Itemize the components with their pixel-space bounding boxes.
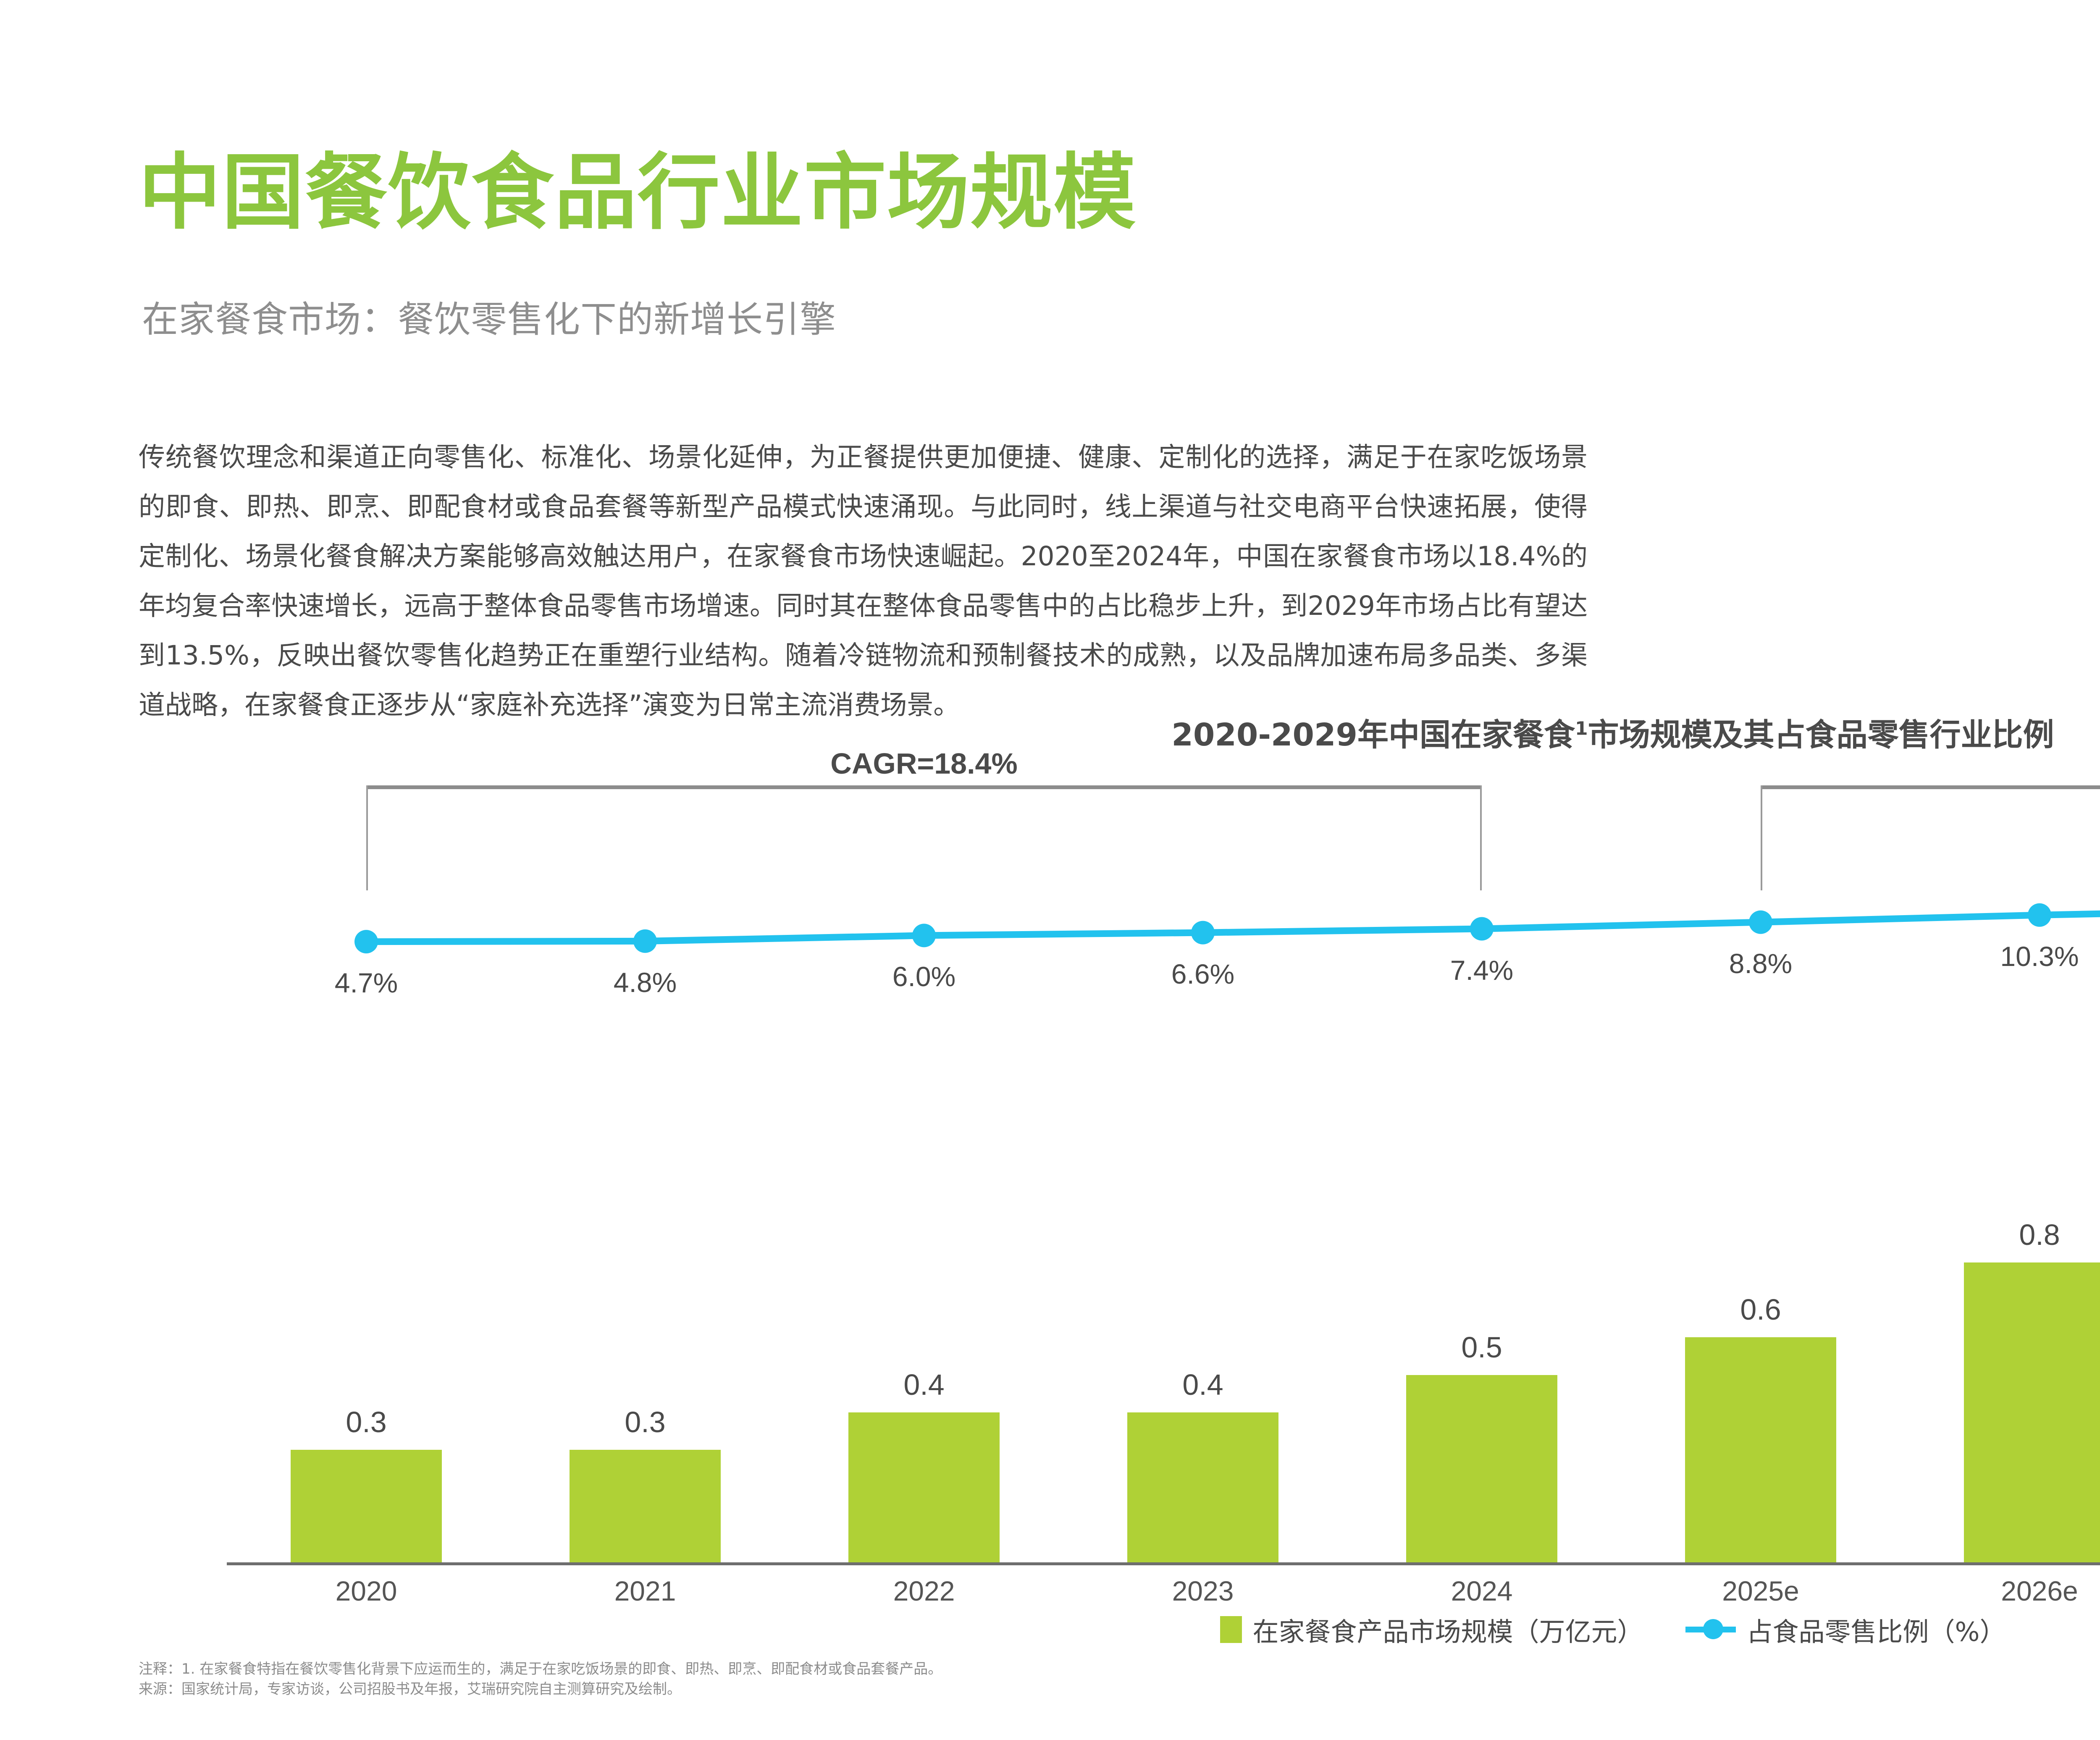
- chart-title: 2020-2029年中国在家餐食1市场规模及其占食品零售行业比例: [0, 710, 2100, 755]
- bar-rect: [1406, 1375, 1557, 1562]
- legend-item-bar[interactable]: 在家餐食产品市场规模（万亿元）: [1220, 1611, 1643, 1648]
- line-marker[interactable]: [912, 924, 936, 947]
- bar-value-label: 0.4: [903, 1368, 945, 1401]
- cagr-bracket: CAGR=18.4%: [366, 747, 1482, 890]
- x-axis-label: 2022: [893, 1575, 955, 1606]
- cagr-bracket-leg-left: [366, 785, 368, 890]
- page-title: 中国餐饮食品行业市场规模: [139, 145, 1137, 241]
- x-axis-label: 2023: [1172, 1575, 1234, 1606]
- line-value-label: 6.0%: [892, 961, 956, 992]
- x-axis-label: 2025e: [1722, 1575, 1799, 1606]
- legend-item-line[interactable]: 占食品零售比例（%）: [1685, 1611, 2006, 1648]
- x-axis-label: 2026e: [2001, 1575, 2078, 1606]
- bar-value-label: 0.4: [1182, 1368, 1223, 1401]
- bar-rect: [291, 1450, 442, 1562]
- x-axis-label: 2020: [335, 1575, 397, 1606]
- line-value-label: 4.8%: [613, 966, 677, 998]
- line-marker[interactable]: [633, 929, 657, 953]
- line-marker[interactable]: [2028, 903, 2051, 927]
- bar-column[interactable]: 0.5: [1406, 1331, 1557, 1562]
- x-axis-line: [227, 1562, 2100, 1565]
- x-axis-label: 2024: [1451, 1575, 1513, 1606]
- cagr-bracket-leg-right: [1480, 785, 1482, 890]
- chart-title-prefix: 2020-2029年中国在家餐食: [1171, 717, 1575, 753]
- bar-rect: [1127, 1412, 1278, 1562]
- footnote-note: 注释：1. 在家餐食特指在餐饮零售化背景下应运而生的，满足于在家吃饭场景的即食、…: [139, 1661, 942, 1677]
- bar-column[interactable]: 0.8: [1964, 1218, 2100, 1562]
- line-value-label: 6.6%: [1171, 958, 1235, 989]
- line-marker[interactable]: [1470, 917, 1494, 941]
- bar-column[interactable]: 0.3: [291, 1406, 442, 1562]
- legend-swatch-line-icon: [1685, 1619, 1736, 1639]
- footnotes: 注释：1. 在家餐食特指在餐饮零售化背景下应运而生的，满足于在家吃饭场景的即食、…: [139, 1659, 2100, 1699]
- line-marker[interactable]: [1191, 921, 1215, 945]
- line-value-label: 7.4%: [1450, 954, 1514, 986]
- bar-column[interactable]: 0.3: [570, 1406, 721, 1562]
- legend-swatch-square-icon: [1220, 1616, 1242, 1643]
- bar-value-label: 0.3: [625, 1406, 666, 1438]
- bar-value-label: 0.8: [2019, 1218, 2060, 1251]
- body-paragraph: 传统餐饮理念和渠道正向零售化、标准化、场景化延伸，为正餐提供更加便捷、健康、定制…: [139, 442, 1588, 720]
- bar-column[interactable]: 0.6: [1685, 1293, 1836, 1562]
- x-axis-label: 2021: [614, 1575, 676, 1606]
- bar-rect: [1964, 1262, 2100, 1562]
- line-marker[interactable]: [1749, 910, 1772, 934]
- bar-value-label: 0.5: [1461, 1331, 1502, 1364]
- bar-series-layer: 0.30.30.40.40.50.60.80.91.01.2: [227, 1037, 2100, 1562]
- line-value-label: 8.8%: [1729, 947, 1793, 979]
- page-subtitle: 在家餐食市场：餐饮零售化下的新增长引擎: [142, 299, 836, 341]
- bar-column[interactable]: 0.4: [848, 1368, 1000, 1562]
- chart-canvas: CAGR=18.4% CAGR=17.6% 4.7% 4.8% 6.0% 6.6% 7.4…: [0, 747, 2100, 1659]
- line-marker[interactable]: [354, 930, 378, 954]
- cagr-bracket: CAGR=17.6%: [1761, 785, 2100, 890]
- footnote-source: 来源：国家统计局，专家访谈，公司招股书及年报，艾瑞研究院自主测算研究及绘制。: [139, 1681, 681, 1698]
- chart-title-suffix: 市场规模及其占食品零售行业比例: [1588, 717, 2054, 753]
- line-path: [363, 910, 2100, 945]
- bar-rect: [848, 1412, 1000, 1562]
- cagr-bracket-label: CAGR=17.6%: [1761, 747, 2100, 780]
- bar-rect: [1685, 1337, 1836, 1562]
- cagr-bracket-leg-left: [1761, 785, 1762, 890]
- bar-value-label: 0.3: [346, 1406, 387, 1438]
- line-value-label: 4.7%: [334, 967, 398, 999]
- chart-title-footnote-marker: 1: [1575, 718, 1588, 740]
- legend-label-bar: 在家餐食产品市场规模（万亿元）: [1252, 1617, 1643, 1647]
- chart-legend: 在家餐食产品市场规模（万亿元） 占食品零售比例（%）: [0, 1611, 2100, 1648]
- bar-column[interactable]: 0.4: [1127, 1368, 1278, 1562]
- line-value-label: 10.3%: [2000, 940, 2079, 972]
- cagr-bracket-bar: [366, 785, 1482, 789]
- legend-label-line: 占食品零售比例（%）: [1746, 1617, 2006, 1647]
- cagr-bracket-label: CAGR=18.4%: [366, 747, 1482, 780]
- bar-value-label: 0.6: [1740, 1293, 1781, 1326]
- bar-rect: [570, 1450, 721, 1562]
- cagr-bracket-bar: [1761, 785, 2100, 789]
